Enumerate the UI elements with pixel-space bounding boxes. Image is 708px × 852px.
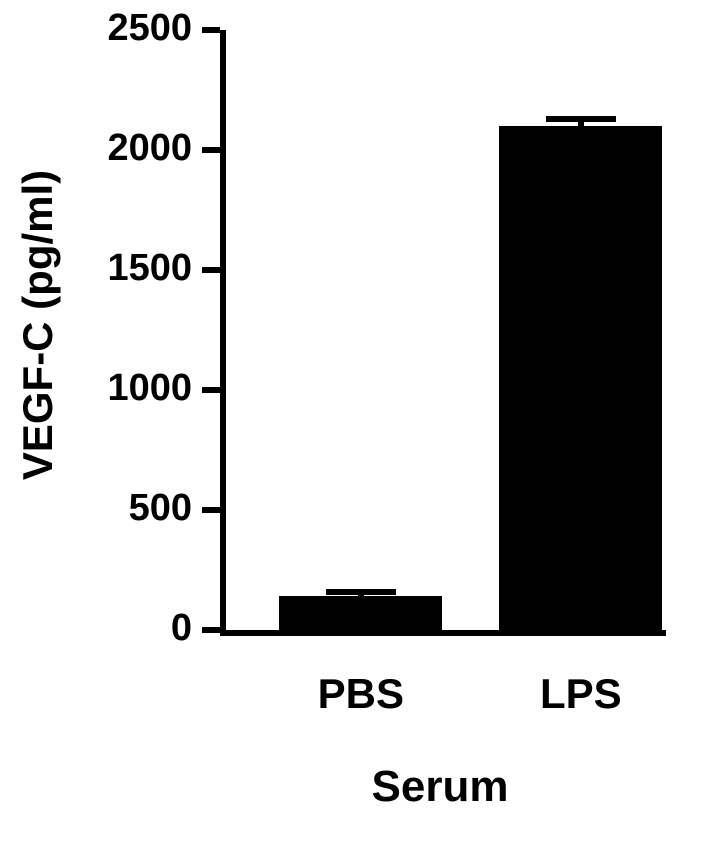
x-axis-title: Serum: [220, 762, 660, 812]
errorbar-cap: [326, 589, 396, 595]
bar-lps: [499, 126, 662, 630]
y-tick: [202, 387, 220, 393]
y-tick: [202, 267, 220, 273]
category-label-lps: LPS: [481, 670, 681, 718]
y-tick: [202, 147, 220, 153]
y-tick: [202, 27, 220, 33]
y-axis-title: VEGF-C (pg/ml): [14, 25, 62, 625]
x-axis: [220, 630, 666, 636]
category-label-pbs: PBS: [261, 670, 461, 718]
y-tick: [202, 507, 220, 513]
y-axis: [220, 30, 226, 636]
y-tick: [202, 627, 220, 633]
chart-stage: 05001000150020002500PBSLPSSerumVEGF-C (p…: [0, 0, 708, 852]
bar-pbs: [279, 596, 442, 630]
errorbar-cap: [546, 116, 616, 122]
